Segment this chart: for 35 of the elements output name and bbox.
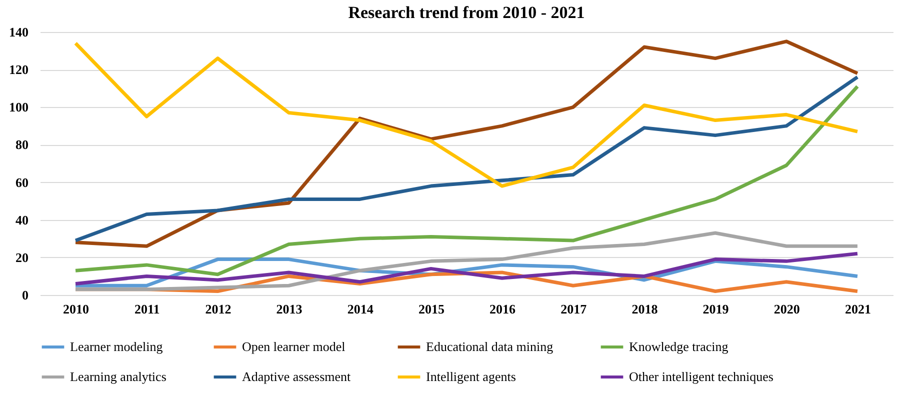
y-tick-label: 120 <box>9 62 28 78</box>
line-series <box>74 84 860 276</box>
x-tick-label: 2011 <box>134 302 160 316</box>
x-tick-label: 2010 <box>63 302 90 316</box>
x-tick-label: 2014 <box>347 302 374 316</box>
line-series <box>74 42 860 188</box>
y-tick-label: 100 <box>9 100 28 115</box>
y-tick-label: 20 <box>16 250 28 265</box>
legend-label: Adaptive assessment <box>242 369 352 384</box>
x-tick-label: 2021 <box>844 302 871 316</box>
line-series <box>74 231 860 292</box>
legend-label: Learner modeling <box>70 339 164 354</box>
x-tick-label: 2018 <box>632 302 658 316</box>
legend-label: Learning analytics <box>70 369 166 384</box>
line-series <box>74 40 860 248</box>
y-tick-label: 60 <box>16 174 28 190</box>
x-tick-label: 2016 <box>490 302 516 316</box>
x-tick-label: 2012 <box>205 302 232 316</box>
x-tick-label: 2020 <box>774 302 800 316</box>
chart-title: Research trend from 2010 - 2021 <box>348 3 585 22</box>
x-tick-label: 2017 <box>560 302 588 316</box>
legend-label: Open learner model <box>242 339 346 354</box>
legend-label: Educational data mining <box>426 339 554 354</box>
y-tick-label: 40 <box>16 212 28 228</box>
line-series <box>74 75 860 242</box>
legend-label: Knowledge tracing <box>629 339 729 354</box>
x-tick-label: 2019 <box>702 302 730 316</box>
y-tick-label: 80 <box>16 137 28 152</box>
x-tick-label: 2013 <box>276 302 303 316</box>
legend-label: Intelligent agents <box>426 369 516 384</box>
x-tick-label: 2015 <box>418 302 445 316</box>
legend-label: Other intelligent techniques <box>629 369 774 384</box>
y-tick-label: 0 <box>22 288 28 302</box>
line-series <box>74 252 860 286</box>
y-tick-label: 140 <box>9 24 28 40</box>
